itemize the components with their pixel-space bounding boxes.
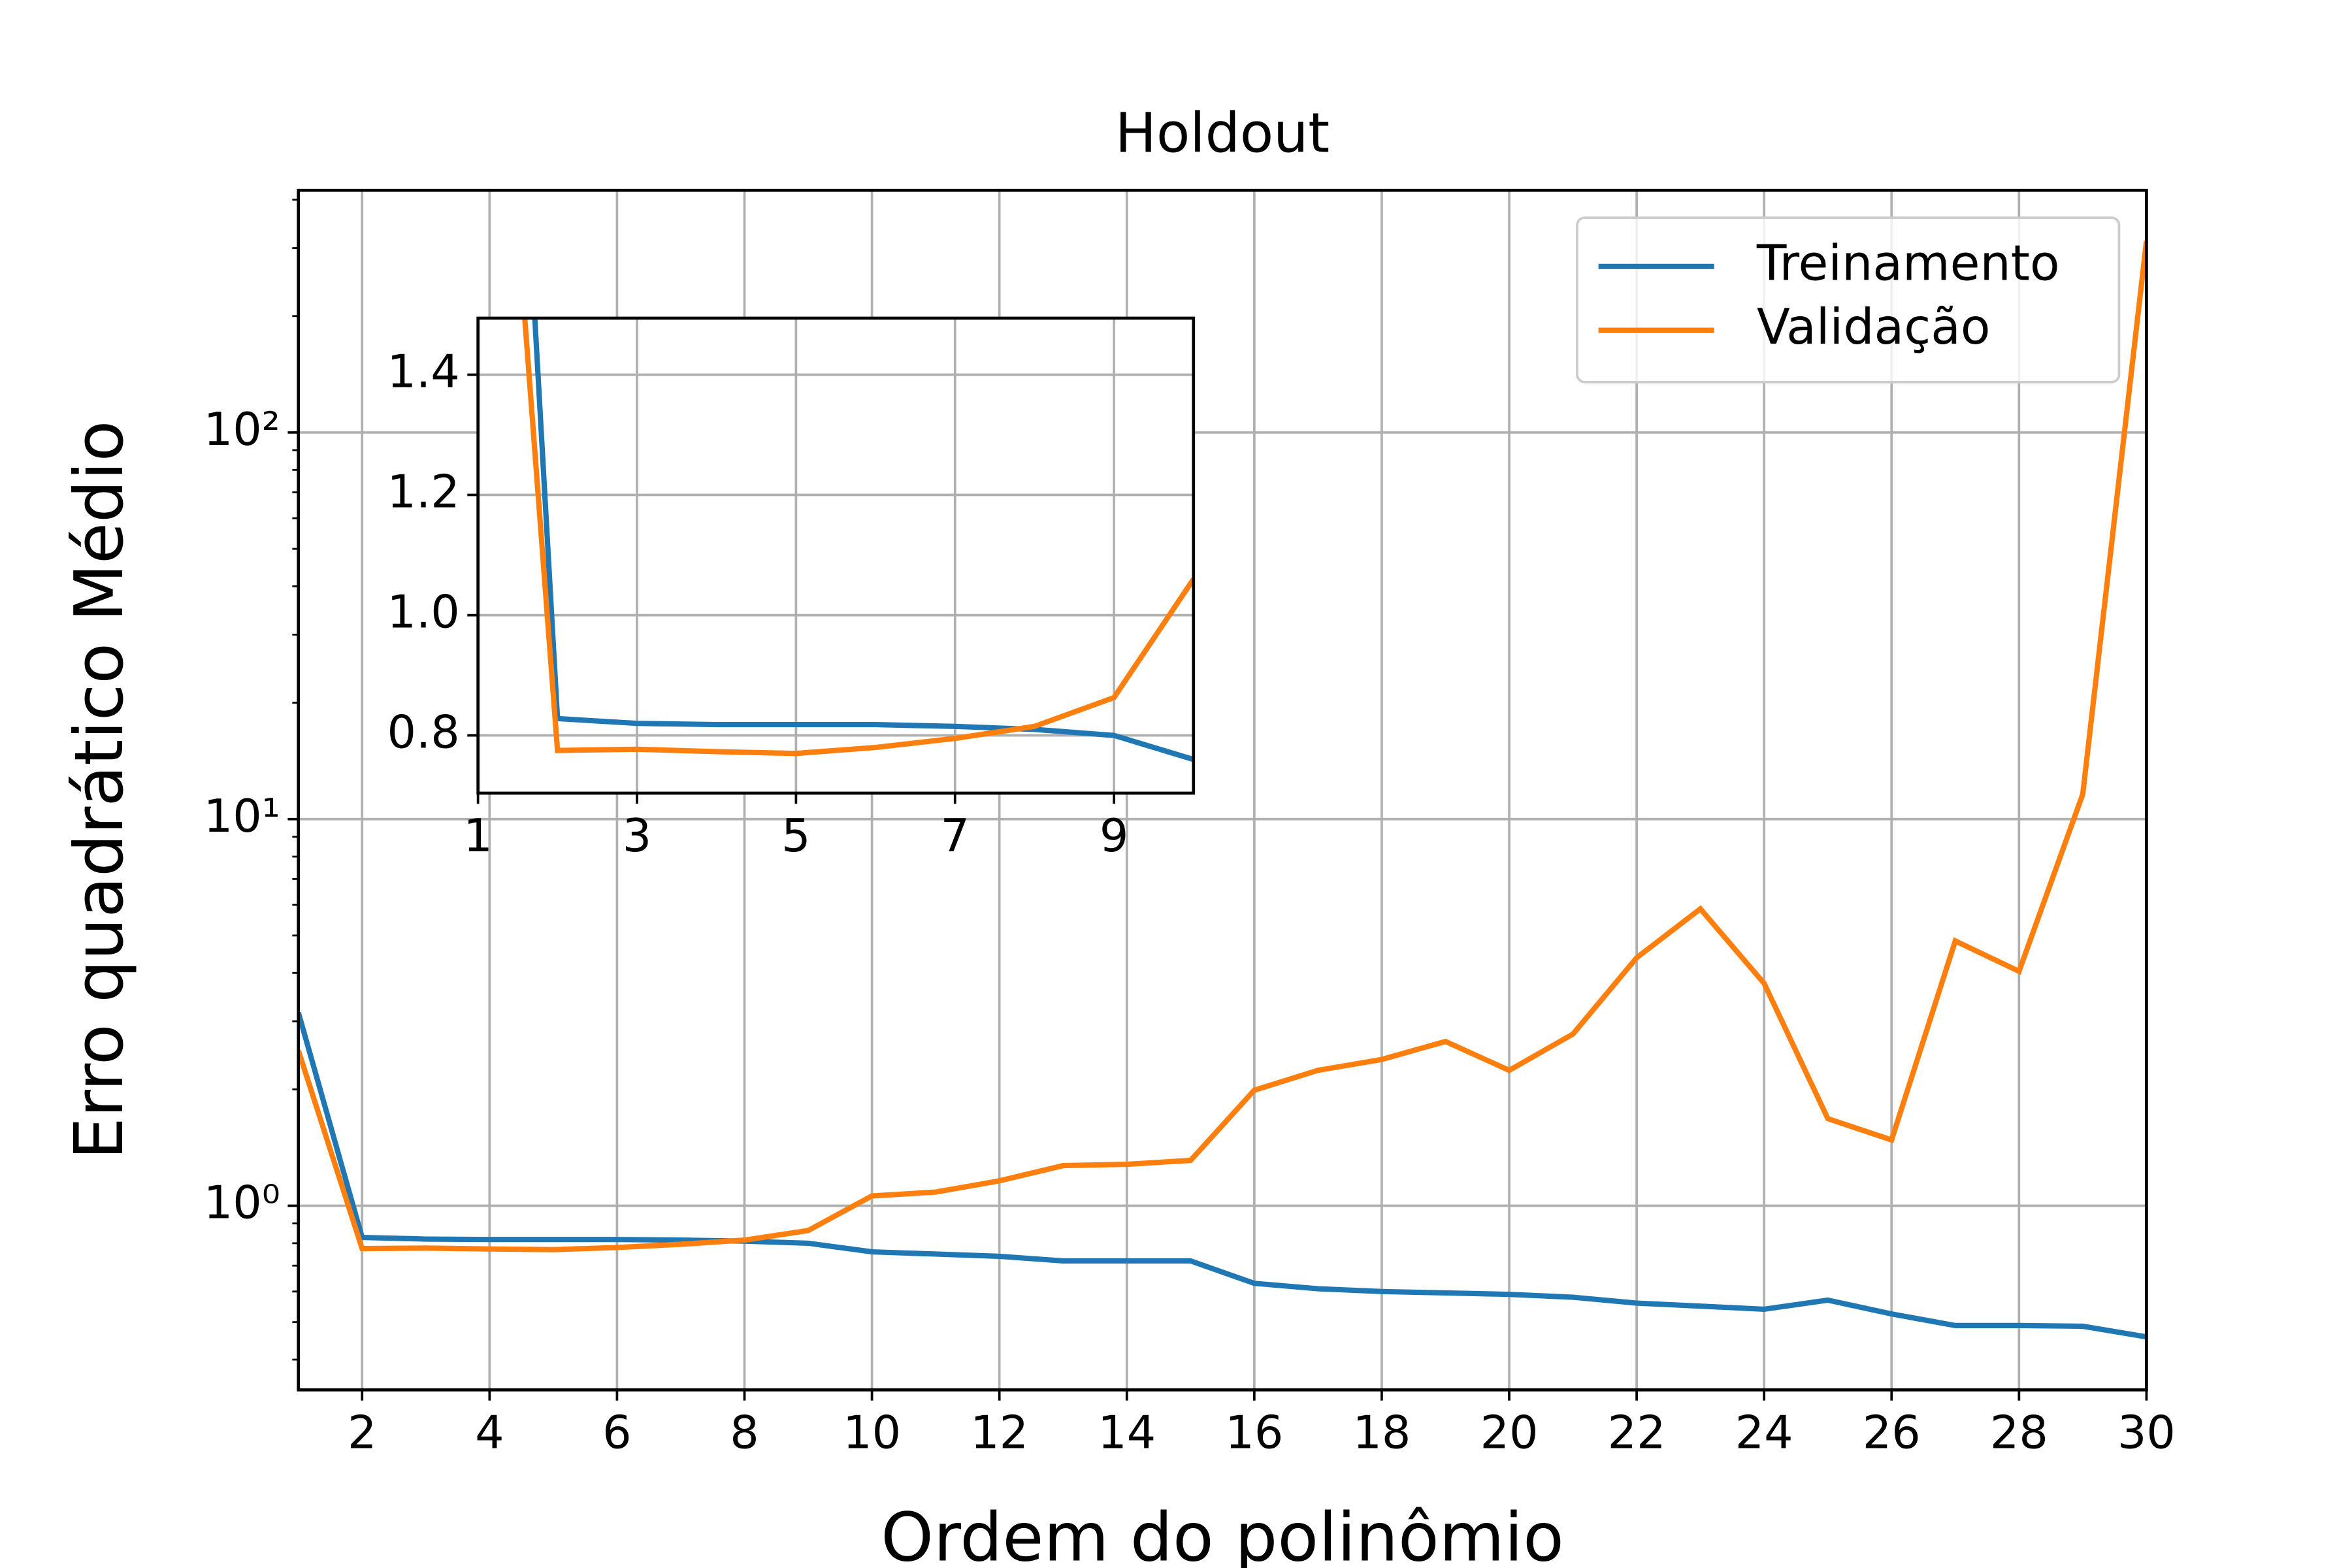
x-tick-label: 6	[602, 1406, 631, 1459]
x-tick-label: 1	[463, 809, 492, 862]
axes-frame	[297, 188, 2148, 1392]
x-tick-label: 20	[1480, 1406, 1539, 1459]
y-tick-label: 10¹	[204, 790, 280, 843]
x-tick-label: 10	[843, 1406, 901, 1459]
legend-label: Validação	[1757, 299, 1991, 355]
y-tick-label: 10⁰	[204, 1177, 280, 1230]
y-tick-label: 1.2	[387, 466, 460, 519]
series-line	[298, 1011, 2147, 1340]
x-tick-label: 7	[941, 809, 970, 862]
legend-label: Treinamento	[1756, 235, 2060, 291]
x-tick-label: 9	[1100, 809, 1128, 862]
x-tick-label: 2	[348, 1406, 376, 1459]
x-tick-label: 4	[475, 1406, 504, 1459]
chart-title: Holdout	[1115, 101, 1330, 165]
series-line	[522, 318, 1194, 757]
x-tick-label: 24	[1735, 1406, 1793, 1459]
legend-box	[1576, 216, 2121, 384]
series-line	[298, 240, 2147, 1252]
x-tick-label: 12	[970, 1406, 1028, 1459]
series-line	[532, 318, 1194, 762]
x-tick-label: 22	[1608, 1406, 1666, 1459]
x-axis-label: Ordem do polinômio	[881, 1499, 1564, 1568]
y-tick-label: 10²	[204, 403, 280, 456]
x-tick-label: 3	[623, 809, 651, 862]
y-axis-label: Erro quadrático Médio	[61, 421, 139, 1160]
y-tick-label: 0.8	[387, 706, 460, 759]
x-tick-label: 8	[730, 1406, 759, 1459]
lines	[298, 240, 2147, 1340]
x-tick-label: 16	[1225, 1406, 1283, 1459]
y-tick-label: 1.0	[387, 586, 460, 639]
x-tick-label: 5	[781, 809, 810, 862]
x-tick-label: 18	[1352, 1406, 1411, 1459]
x-tick-label: 30	[2117, 1406, 2176, 1459]
x-tick-label: 26	[1863, 1406, 1921, 1459]
x-tick-label: 28	[1990, 1406, 2048, 1459]
lines	[522, 318, 1194, 762]
x-tick-label: 14	[1098, 1406, 1156, 1459]
axes-frame	[476, 316, 1196, 795]
y-tick-label: 1.4	[387, 346, 460, 399]
